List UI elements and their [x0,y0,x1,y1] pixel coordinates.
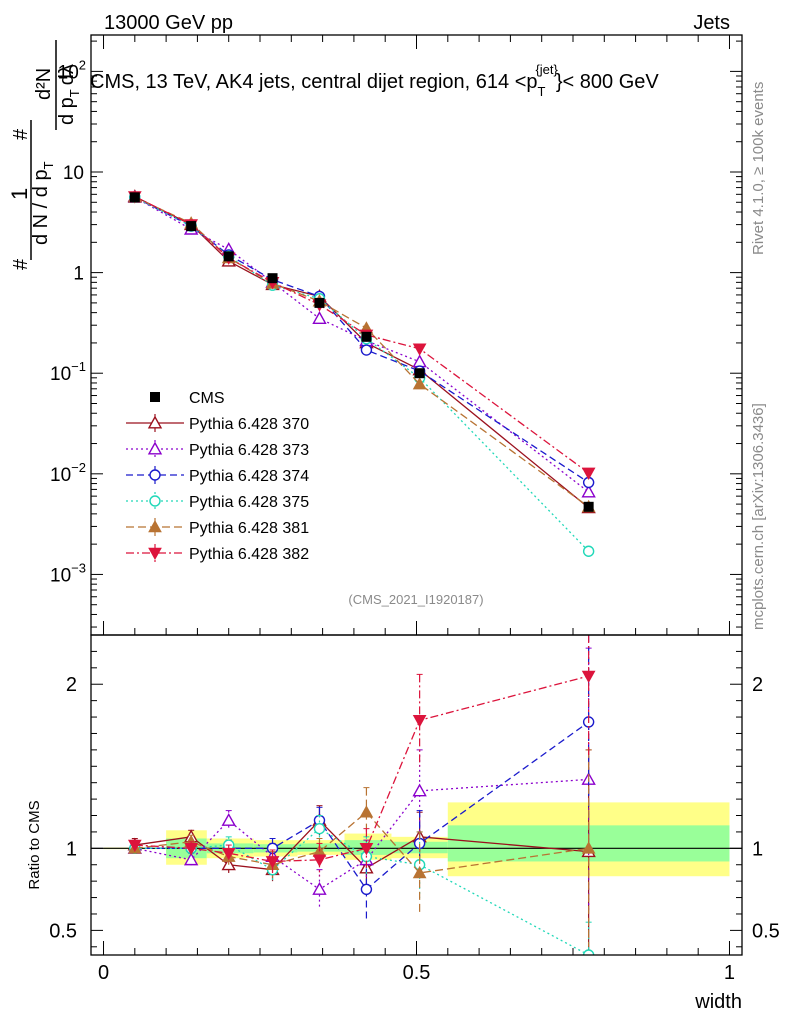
cms-point-1 [186,221,197,232]
series-point-bottom-5-4 [312,854,327,867]
series-line-bottom-1 [134,778,589,891]
series-point-bottom-5-1 [184,843,199,856]
legend-label-5: Pythia 6.428 381 [189,520,309,537]
legend-label-1: Pythia 6.428 370 [189,416,309,433]
legend-label-0: CMS [189,390,225,407]
bottom-xtick-label-2: 1 [724,962,735,984]
series-point-top-2-5 [360,344,373,356]
top-ytick-label-0: 10−3 [50,560,86,586]
legend-label-6: Pythia 6.428 382 [189,546,309,563]
ylabel-dnum: d²N [33,68,55,100]
series-point-bottom-4-5 [359,805,374,818]
series-point-bottom-5-2 [221,847,236,861]
series-point-bottom-4-6 [412,865,427,879]
ylabel-dden: d pTdλ [56,64,82,125]
series-point-bottom-5-6 [412,715,427,728]
bottom-xtick-label-0: 0 [98,962,109,984]
cms-point-2 [223,251,234,262]
series-point-top-5-7 [581,467,596,480]
series-line-bottom-5 [134,675,589,863]
legend-marker-3 [149,469,161,481]
series-point-bottom-1-6 [412,783,427,797]
bottom-ytick-label-left-1: 1 [66,838,77,860]
series-line-top-5 [134,195,590,474]
header-right: Jets [693,12,730,34]
ylabel-den: d N / d pT [30,161,56,245]
legend-label-4: Pythia 6.428 375 [189,494,309,511]
top-y-axis-label: # 1 d N / d pT # d²N d pTdλ [7,40,82,270]
top-panel-frame [90,34,743,636]
series-point-top-5-6 [412,343,427,356]
top-ytick-label-1: 10−2 [50,460,86,486]
ylabel-hash-2: # [10,128,32,140]
bottom-ytick-label-right-2: 2 [752,674,763,696]
legend-marker-6 [148,547,162,561]
plot-title: CMS, 13 TeV, AK4 jets, central dijet reg… [90,62,659,99]
series-point-bottom-1-2 [221,812,236,826]
bottom-ytick-label-left-0: 0.5 [49,920,77,942]
cms-point-4 [314,297,325,308]
legend-marker-4 [149,495,161,507]
top-ytick-label-3: 1 [73,264,84,285]
bottom-ytick-label-right-1: 1 [752,838,763,860]
legend-marker-5 [148,519,162,533]
rivet-label: Rivet 4.1.0, ≥ 100k events [750,82,767,255]
bottom-y-axis-label: Ratio to CMS [26,800,43,889]
cms-point-6 [414,368,425,379]
bottom-xtick-label-1: 0.5 [403,962,431,984]
cms-point-5 [361,331,372,342]
cms-point-7 [583,501,594,512]
series-point-top-1-7 [581,484,596,498]
series-point-bottom-2-5 [360,883,373,896]
bottom-ytick-label-right-0: 0.5 [752,920,780,942]
legend-marker-0 [150,392,160,402]
mcplots-label: mcplots.cern.ch [arXiv:1306.3436] [750,403,767,630]
top-ytick-label-4: 10 [63,163,84,184]
series-point-top-4-6 [412,377,427,390]
series-point-top-3-7 [582,545,595,557]
top-ytick-label-2: 10−1 [50,359,86,385]
analysis-watermark: (CMS_2021_I1920187) [348,592,483,607]
series-line-top-3 [134,196,590,552]
bottom-panel-series [127,635,596,955]
ylabel-hash-1: # [10,258,32,270]
series-point-bottom-4-7 [581,841,596,854]
series-point-bottom-1-1 [183,852,199,866]
series-point-top-1-4 [312,311,327,324]
series-line-bottom-4 [134,811,589,874]
series-point-bottom-5-3 [265,856,280,869]
bottom-ytick-label-left-2: 2 [66,674,77,696]
legend-label-2: Pythia 6.428 373 [189,442,309,459]
x-axis-label: width [694,991,742,1013]
series-point-bottom-5-7 [581,670,596,684]
series-point-bottom-5-5 [359,843,374,856]
cms-point-3 [267,273,278,284]
ylabel-one: 1 [7,188,32,200]
legend-label-3: Pythia 6.428 374 [189,468,309,485]
header-left: 13000 GeV pp [104,12,233,34]
top-panel-series [127,189,596,557]
series-point-bottom-5-0 [127,839,142,853]
series-point-bottom-1-4 [312,881,327,895]
series-line-bottom-2 [134,721,590,891]
cms-point-0 [129,192,140,203]
series-point-top-1-6 [412,354,427,368]
legend-marker-1 [147,415,163,429]
series-point-bottom-3-4 [313,822,326,835]
series-point-bottom-3-7 [582,949,595,955]
top-ytick-label-5: 102 [58,57,86,83]
series-line-top-1 [134,196,590,493]
legend-marker-2 [147,441,163,455]
